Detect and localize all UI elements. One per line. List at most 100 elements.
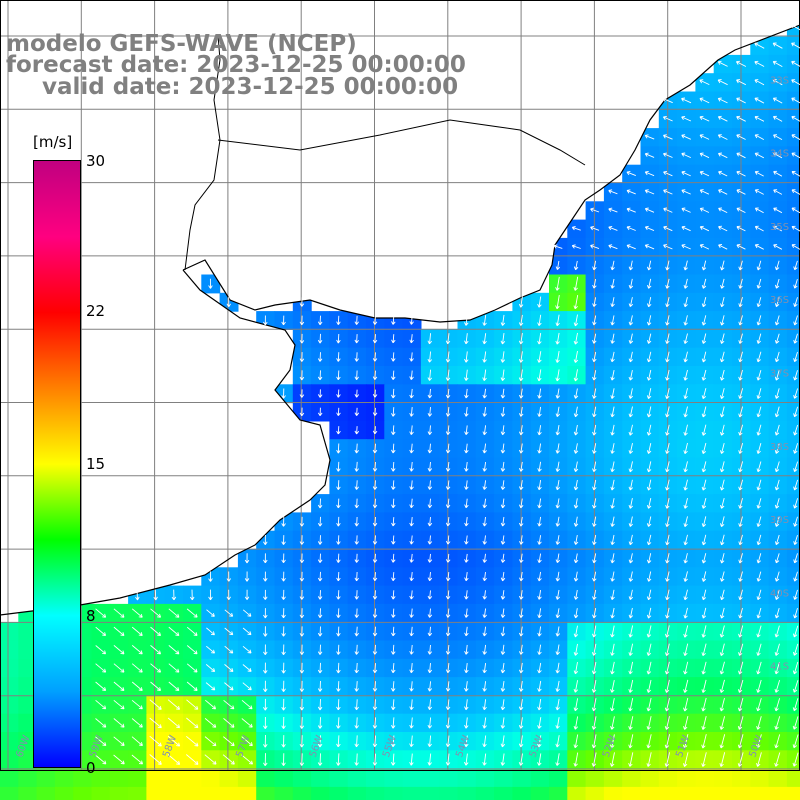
wind-arrow xyxy=(610,406,615,418)
wind-arrow xyxy=(409,572,414,582)
wind-arrow xyxy=(224,664,234,672)
wind-arrow xyxy=(445,351,451,363)
wind-arrow xyxy=(500,699,506,711)
wind-arrow xyxy=(372,498,378,509)
wind-arrow xyxy=(555,626,561,637)
wind-cell xyxy=(786,512,800,532)
wind-arrow xyxy=(573,680,579,693)
wind-arrow xyxy=(628,424,634,436)
wind-arrow xyxy=(354,662,359,674)
wind-arrow xyxy=(317,680,323,692)
wind-arrow xyxy=(736,97,746,104)
wind-arrow xyxy=(372,426,378,435)
wind-cell xyxy=(786,366,800,385)
wind-arrow xyxy=(336,717,341,729)
wind-arrow xyxy=(793,333,798,344)
wind-arrow xyxy=(482,388,487,399)
wind-arrow xyxy=(644,207,655,213)
wind-arrow xyxy=(774,406,780,418)
wind-arrow xyxy=(720,589,725,601)
wind-arrow xyxy=(701,625,707,638)
wind-arrow xyxy=(756,661,762,675)
wind-cell xyxy=(677,768,696,788)
wind-arrow xyxy=(445,388,451,399)
wind-arrow xyxy=(646,333,652,344)
wind-arrow xyxy=(263,589,268,600)
wind-arrow xyxy=(409,626,414,637)
wind-arrow xyxy=(773,207,783,214)
wind-arrow xyxy=(445,333,451,345)
wind-arrow xyxy=(537,644,542,655)
wind-arrow xyxy=(299,608,305,619)
wind-arrow xyxy=(482,314,487,326)
wind-arrow xyxy=(500,753,506,766)
wind-arrow xyxy=(628,625,634,638)
wind-arrow xyxy=(573,643,579,656)
wind-arrow xyxy=(665,498,670,509)
wind-arrow xyxy=(482,443,487,454)
wind-arrow xyxy=(718,244,728,250)
wind-cell xyxy=(18,658,38,678)
wind-arrow xyxy=(756,388,762,399)
wind-arrow xyxy=(500,717,506,729)
wind-arrow xyxy=(756,752,762,767)
wind-arrow xyxy=(299,680,305,692)
wind-cell xyxy=(0,768,19,788)
wind-arrow xyxy=(610,370,615,381)
wind-arrow xyxy=(336,735,341,748)
wind-arrow xyxy=(701,516,707,528)
wind-arrow xyxy=(699,134,710,140)
wind-cell xyxy=(658,768,678,788)
wind-arrow xyxy=(773,244,783,250)
wind-arrow xyxy=(644,152,655,158)
wind-arrow xyxy=(281,716,286,729)
wind-cell xyxy=(384,768,404,788)
wind-arrow xyxy=(537,662,542,674)
wind-arrow xyxy=(792,752,799,767)
wind-arrow xyxy=(427,388,433,399)
wind-cell xyxy=(18,768,38,788)
wind-arrow xyxy=(738,497,743,509)
wind-arrow xyxy=(610,498,615,509)
wind-arrow xyxy=(792,698,799,712)
wind-arrow xyxy=(646,406,652,418)
wind-cell xyxy=(366,786,385,800)
wind-arrow xyxy=(482,590,487,600)
wind-arrow xyxy=(791,170,800,177)
wind-arrow xyxy=(445,517,451,527)
wind-arrow xyxy=(793,370,798,381)
wind-arrow xyxy=(720,315,725,326)
wind-arrow xyxy=(354,498,359,509)
wind-arrow xyxy=(500,608,506,618)
wind-arrow xyxy=(500,369,506,381)
wind-arrow xyxy=(500,535,506,545)
wind-arrow xyxy=(186,663,198,673)
wind-arrow xyxy=(793,571,798,582)
wind-arrow xyxy=(409,699,414,710)
wind-arrow xyxy=(95,754,107,765)
wind-arrow xyxy=(336,498,341,509)
wind-arrow xyxy=(427,663,433,674)
wind-arrow xyxy=(573,734,579,749)
wind-arrow xyxy=(793,607,798,619)
wind-arrow xyxy=(663,225,673,232)
wind-arrow xyxy=(299,389,305,398)
wind-arrow xyxy=(482,663,487,674)
wind-arrow xyxy=(719,607,725,619)
wind-cell xyxy=(73,768,93,788)
wind-arrow xyxy=(409,461,414,472)
wind-arrow xyxy=(336,480,341,490)
wind-arrow xyxy=(372,461,378,472)
wind-arrow xyxy=(756,643,762,656)
wind-arrow xyxy=(699,97,710,104)
wind-arrow xyxy=(610,589,615,601)
wind-arrow xyxy=(628,752,634,767)
wind-arrow xyxy=(317,352,323,362)
wind-arrow xyxy=(646,461,652,473)
wind-arrow xyxy=(701,296,707,308)
border-line xyxy=(184,34,221,271)
wind-arrow xyxy=(646,553,652,564)
wind-arrow xyxy=(537,425,542,436)
wind-arrow xyxy=(738,534,743,546)
wind-arrow xyxy=(372,681,378,692)
